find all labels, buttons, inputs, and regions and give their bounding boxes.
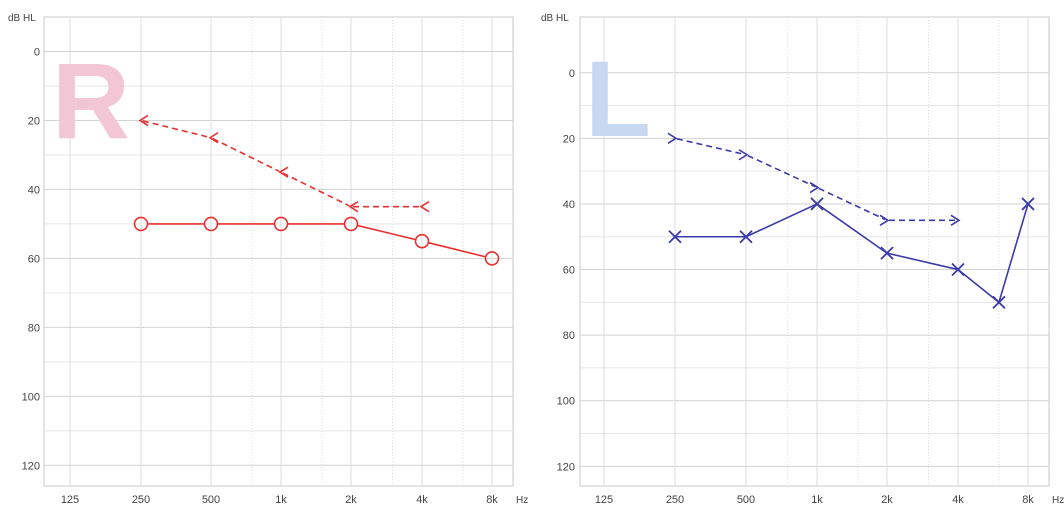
data-point-angle xyxy=(208,132,219,144)
data-point-cross xyxy=(880,246,894,260)
series-air xyxy=(133,216,500,266)
y-tick-label: 120 xyxy=(22,460,40,472)
y-tick-label: 40 xyxy=(28,184,40,196)
y-tick-label: 20 xyxy=(28,115,40,127)
x-tick-label: 8k xyxy=(1022,494,1034,506)
x-tick-label: 125 xyxy=(595,494,613,506)
data-point-circle xyxy=(484,251,500,266)
y-tick-label: 80 xyxy=(563,330,575,342)
x-tick-label: 2k xyxy=(881,494,893,506)
audiogram-panel-r: RdB HL 0 20 40 60 80 100 120 125 250 500 1k 2k 4k 8k Hz xyxy=(8,13,528,506)
y-tick-label: 60 xyxy=(563,265,575,277)
data-point-cross xyxy=(1021,197,1035,211)
data-point-angle xyxy=(738,149,749,161)
x-tick-label: 8k xyxy=(486,494,498,506)
y-tick-label: 20 xyxy=(563,133,575,145)
x-tick-label: 1k xyxy=(275,494,287,506)
x-tick-label: 4k xyxy=(952,494,964,506)
series-line-segment xyxy=(957,268,1000,303)
series-bone xyxy=(667,132,961,227)
y-tick-label: 100 xyxy=(22,391,40,403)
data-point-circle xyxy=(414,233,430,249)
data-point-cross xyxy=(810,197,824,211)
y-tick-label: 0 xyxy=(34,46,40,58)
data-point-angle xyxy=(950,214,961,227)
series-line-segment xyxy=(428,242,486,258)
y-tick-label: 0 xyxy=(569,68,575,80)
data-point-angle xyxy=(809,181,820,194)
series-line-segment xyxy=(282,172,350,207)
data-point-cross xyxy=(668,230,682,244)
y-tick-label: 80 xyxy=(28,322,40,334)
data-point-cross xyxy=(951,262,965,277)
series-line-segment xyxy=(747,154,816,188)
series-line-segment xyxy=(998,203,1029,303)
x-tick-label: 1k xyxy=(811,494,823,506)
data-point-cross xyxy=(992,295,1006,309)
series-line-segment xyxy=(886,252,959,271)
data-point-angle xyxy=(348,200,359,213)
y-axis-title: dB HL xyxy=(541,13,569,24)
x-tick-label: 500 xyxy=(737,494,755,506)
data-point-circle xyxy=(203,216,219,232)
x-tick-label: 500 xyxy=(202,494,220,506)
series-line-segment xyxy=(142,120,210,138)
x-axis-unit: Hz xyxy=(516,495,528,506)
y-tick-label: 100 xyxy=(557,396,575,408)
audiogram-panel-l: LdB HL 0 20 40 60 80 100 120 125 250 500 1k 2k 4k 8k Hz xyxy=(541,13,1064,506)
data-point-angle xyxy=(278,166,289,178)
y-tick-label: 40 xyxy=(563,199,575,211)
series-line-segment xyxy=(676,138,745,156)
series-line-segment xyxy=(357,224,416,241)
series-air xyxy=(668,197,1035,309)
ear-letter: R xyxy=(52,40,130,161)
y-axis-title: dB HL xyxy=(8,13,36,24)
series-line-segment xyxy=(816,203,888,254)
data-point-angle xyxy=(138,114,149,127)
series-bone xyxy=(138,114,430,213)
series-line-segment xyxy=(745,203,818,238)
plot-frame xyxy=(579,16,1050,487)
data-point-circle xyxy=(343,216,359,232)
ear-letter: L xyxy=(585,38,651,159)
x-tick-label: 125 xyxy=(61,494,79,506)
x-tick-label: 250 xyxy=(132,494,150,506)
x-axis-unit: Hz xyxy=(1052,495,1064,506)
data-point-angle xyxy=(667,132,678,145)
plot-frame xyxy=(43,16,514,487)
data-point-circle xyxy=(273,216,289,232)
series-line-segment xyxy=(212,137,280,173)
y-tick-label: 60 xyxy=(28,253,40,265)
x-tick-label: 250 xyxy=(666,494,684,506)
x-tick-label: 2k xyxy=(345,494,357,506)
data-point-circle xyxy=(133,216,149,232)
series-line-segment xyxy=(818,187,886,221)
y-tick-label: 120 xyxy=(557,461,575,473)
data-point-cross xyxy=(739,230,753,244)
data-point-angle xyxy=(879,214,890,227)
data-point-angle xyxy=(419,200,430,213)
x-tick-label: 4k xyxy=(416,494,428,506)
